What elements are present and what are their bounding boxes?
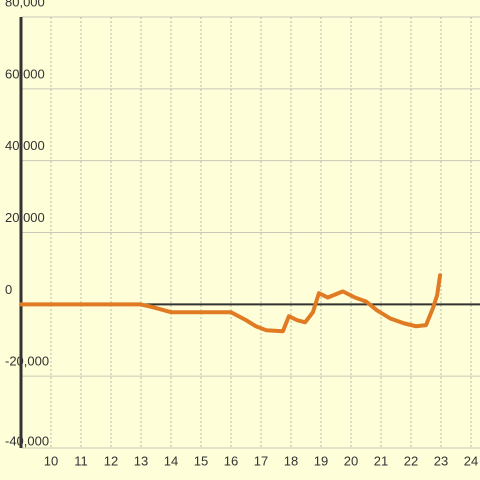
y-tick-label: 80,000 bbox=[5, 0, 45, 9]
x-tick-label: 15 bbox=[194, 453, 208, 468]
line bbox=[19, 273, 443, 334]
x-tick-label: 17 bbox=[254, 453, 268, 468]
y-tick-label: 0 bbox=[5, 282, 12, 297]
y-tick-label: 40,000 bbox=[5, 138, 45, 153]
x-tick-label: 19 bbox=[314, 453, 328, 468]
x-tick-label: 14 bbox=[164, 453, 178, 468]
x-tick-label: 16 bbox=[224, 453, 238, 468]
x-tick-label: 24 bbox=[464, 453, 478, 468]
x-tick-label: 20 bbox=[344, 453, 358, 468]
x-tick-label: 13 bbox=[134, 453, 148, 468]
x-tick-label: 11 bbox=[74, 453, 88, 468]
x-tick-label: 10 bbox=[44, 453, 58, 468]
x-tick-label: 21 bbox=[374, 453, 388, 468]
y-tick-label: 20,000 bbox=[5, 210, 45, 225]
x-tick-label: 18 bbox=[284, 453, 298, 468]
x-tick-label: 22 bbox=[404, 453, 418, 468]
y-tick-label: 60,000 bbox=[5, 66, 45, 81]
x-tick-label: 12 bbox=[104, 453, 118, 468]
x-tick-label: 23 bbox=[434, 453, 448, 468]
y-tick-label: -20,000 bbox=[5, 354, 49, 369]
y-tick-label: -40,000 bbox=[5, 433, 49, 448]
